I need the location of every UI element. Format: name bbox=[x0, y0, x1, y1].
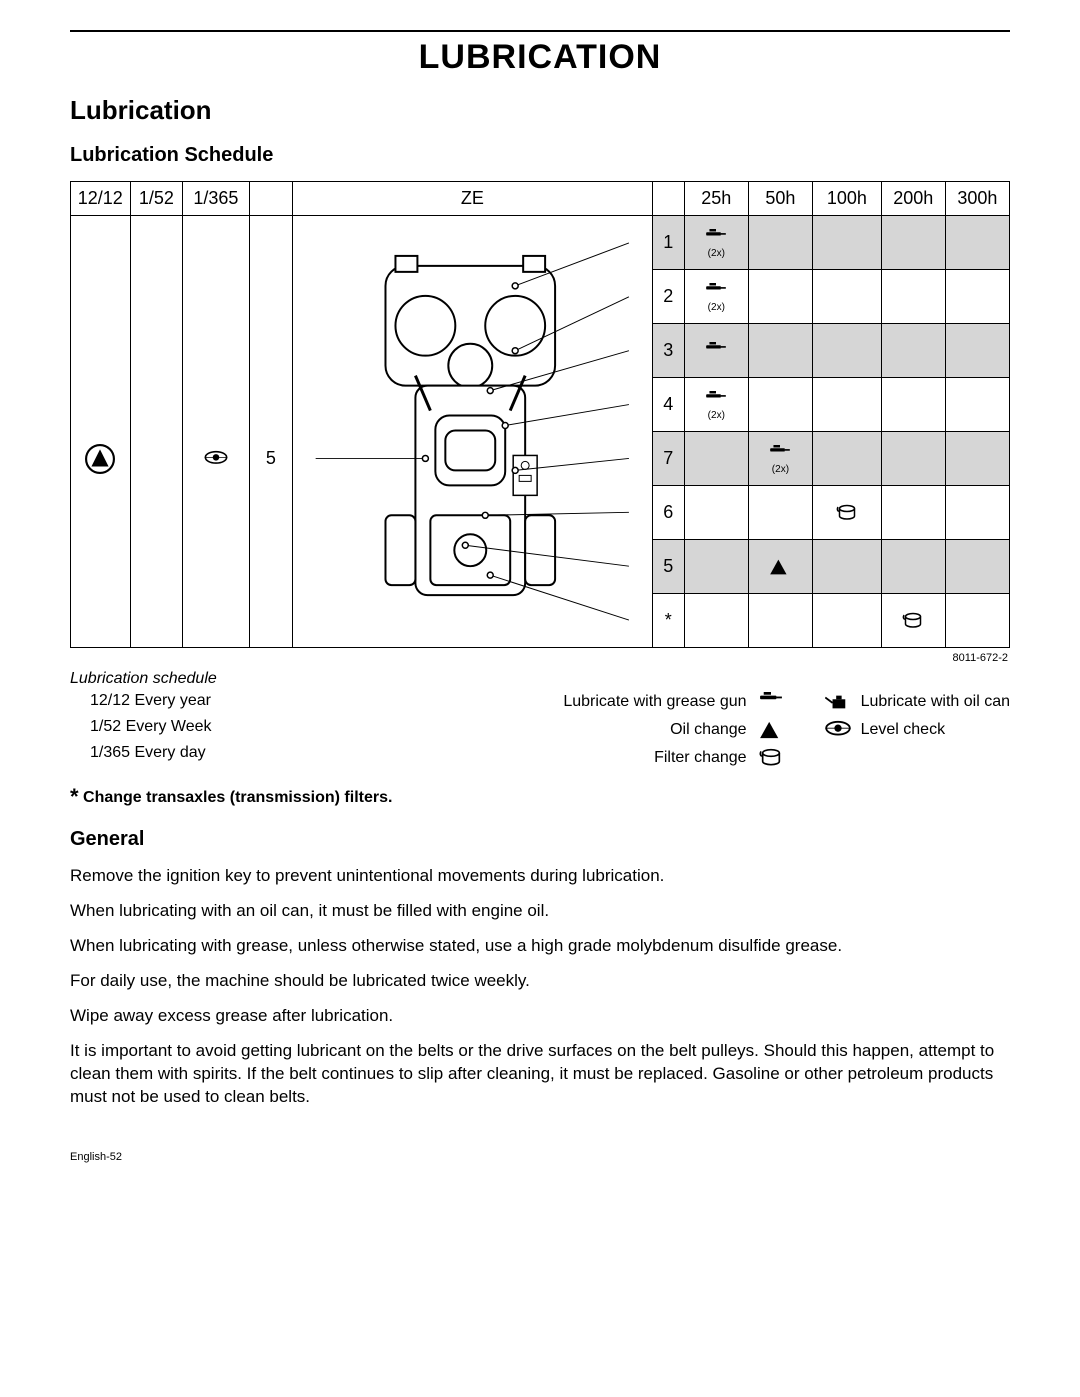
legend-item: Level check bbox=[825, 720, 1010, 740]
legend-item: Lubricate with oil can bbox=[825, 692, 1010, 712]
col-header: 100h bbox=[812, 182, 881, 216]
col-header: 300h bbox=[945, 182, 1009, 216]
legend-item: Oil change bbox=[252, 720, 785, 740]
col-header: ZE bbox=[293, 182, 653, 216]
schedule-title: Lubrication Schedule bbox=[70, 144, 1010, 167]
point-id: 5 bbox=[652, 540, 684, 594]
figure-number: 8011-672-2 bbox=[70, 652, 1008, 664]
point-id: * bbox=[652, 594, 684, 648]
point-id: 3 bbox=[652, 324, 684, 378]
col-header: 1/52 bbox=[130, 182, 183, 216]
point-id: 4 bbox=[652, 378, 684, 432]
page-title: LUBRICATION bbox=[70, 38, 1010, 77]
col-header bbox=[652, 182, 684, 216]
legend-item: 1/52 Every Week bbox=[90, 718, 212, 736]
body-paragraph: It is important to avoid getting lubrica… bbox=[70, 1040, 1010, 1109]
col-header: 25h bbox=[684, 182, 748, 216]
col-header: 12/12 bbox=[71, 182, 131, 216]
body-paragraph: When lubricating with grease, unless oth… bbox=[70, 935, 1010, 958]
body-paragraph: Wipe away excess grease after lubricatio… bbox=[70, 1005, 1010, 1028]
lubrication-schedule-table: 12/121/521/365ZE25h50h100h200h300h 5 1(2… bbox=[70, 181, 1010, 648]
body-paragraph: Remove the ignition key to prevent unint… bbox=[70, 865, 1010, 888]
body-paragraph: For daily use, the machine should be lub… bbox=[70, 970, 1010, 993]
legend: 12/12 Every year 1/52 Every Week 1/365 Eve… bbox=[70, 692, 1010, 768]
page-footer: English-52 bbox=[70, 1149, 1010, 1163]
point-id: 1 bbox=[652, 216, 684, 270]
general-title: General bbox=[70, 828, 1010, 851]
legend-item: 12/12 Every year bbox=[90, 692, 212, 710]
legend-title: Lubrication schedule bbox=[70, 670, 1010, 688]
legend-item: 1/365 Every day bbox=[90, 744, 212, 762]
section-title: Lubrication bbox=[70, 95, 1010, 126]
machine-diagram bbox=[293, 216, 653, 648]
col-header: 200h bbox=[881, 182, 945, 216]
legend-item: Lubricate with grease gun bbox=[252, 692, 785, 712]
col-header: 1/365 bbox=[183, 182, 249, 216]
point-id: 2 bbox=[652, 270, 684, 324]
col-header: 50h bbox=[748, 182, 812, 216]
legend-item: Filter change bbox=[252, 748, 785, 768]
point-id: 6 bbox=[652, 486, 684, 540]
point-id: 7 bbox=[652, 432, 684, 486]
filter-note: * Change transaxles (transmission) filte… bbox=[70, 784, 1010, 810]
body-paragraph: When lubricating with an oil can, it mus… bbox=[70, 900, 1010, 923]
general-body: Remove the ignition key to prevent unint… bbox=[70, 865, 1010, 1109]
col-header bbox=[249, 182, 293, 216]
